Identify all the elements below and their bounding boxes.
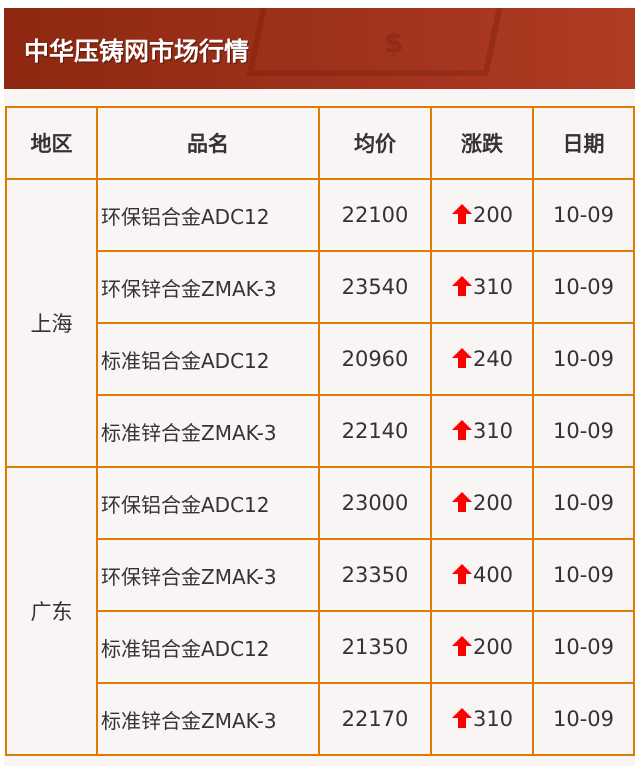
table-row: 标准锌合金ZMAK-3 22140 310 10-09 <box>6 394 635 468</box>
date-cell: 10-09 <box>532 394 635 468</box>
average-price: 23000 <box>318 466 432 540</box>
up-arrow-icon <box>451 276 472 296</box>
date-cell: 10-09 <box>532 322 635 396</box>
average-price: 20960 <box>318 322 432 396</box>
price-table: 地区 品名 均价 涨跌 日期 上海 环保铝合金ADC12 22100 200 10-09… <box>5 106 635 756</box>
change-cell: 400 <box>430 538 534 612</box>
product-name: 标准锌合金ZMAK-3 <box>96 682 320 756</box>
up-arrow-icon <box>451 492 472 512</box>
change-cell: 310 <box>430 394 534 468</box>
average-price: 22170 <box>318 682 432 756</box>
region-cell: 上海 <box>5 178 98 468</box>
product-name: 环保锌合金ZMAK-3 <box>96 250 320 324</box>
date-cell: 10-09 <box>532 682 635 756</box>
table-row: 标准锌合金ZMAK-3 22170 310 10-09 <box>6 682 635 756</box>
table-row: 广东 环保铝合金ADC12 23000 200 10-09 <box>5 466 635 756</box>
change-value: 310 <box>472 419 514 443</box>
table-row: 环保锌合金ZMAK-3 23540 310 10-09 <box>6 250 635 324</box>
up-arrow-icon <box>451 708 472 728</box>
up-arrow-icon <box>451 564 472 584</box>
change-cell: 200 <box>430 178 534 252</box>
average-price: 23350 <box>318 538 432 612</box>
product-name: 标准铝合金ADC12 <box>96 610 320 684</box>
change-value: 310 <box>472 275 514 299</box>
up-arrow-icon <box>451 636 472 656</box>
change-cell: 200 <box>430 610 534 684</box>
date-cell: 10-09 <box>532 466 635 540</box>
change-value: 200 <box>472 203 514 227</box>
product-name: 环保锌合金ZMAK-3 <box>96 538 320 612</box>
table-row: 标准铝合金ADC12 20960 240 10-09 <box>6 322 635 396</box>
banknote-decoration <box>246 8 504 76</box>
region-cell: 广东 <box>5 466 98 756</box>
change-value: 310 <box>472 707 514 731</box>
page-title: 中华压铸网市场行情 <box>24 37 250 66</box>
col-change: 涨跌 <box>430 106 534 180</box>
change-value: 200 <box>472 491 514 515</box>
up-arrow-icon <box>451 204 472 224</box>
change-value: 240 <box>472 347 514 371</box>
change-value: 400 <box>472 563 514 587</box>
product-name: 标准铝合金ADC12 <box>96 322 320 396</box>
header-banner: $ 中华压铸网市场行情 <box>4 8 635 89</box>
date-cell: 10-09 <box>532 610 635 684</box>
up-arrow-icon <box>451 348 472 368</box>
table-row: 上海 环保铝合金ADC12 22100 200 10-09 <box>5 178 635 468</box>
change-value: 200 <box>472 635 514 659</box>
col-region: 地区 <box>5 106 98 180</box>
date-cell: 10-09 <box>532 538 635 612</box>
date-cell: 10-09 <box>532 178 635 252</box>
average-price: 21350 <box>318 610 432 684</box>
col-name: 品名 <box>96 106 320 180</box>
product-name: 标准锌合金ZMAK-3 <box>96 394 320 468</box>
product-name: 环保铝合金ADC12 <box>96 466 320 540</box>
col-date: 日期 <box>532 106 635 180</box>
date-cell: 10-09 <box>532 250 635 324</box>
change-cell: 240 <box>430 322 534 396</box>
table-row: 环保锌合金ZMAK-3 23350 400 10-09 <box>6 538 635 612</box>
up-arrow-icon <box>451 420 472 440</box>
change-cell: 310 <box>430 682 534 756</box>
table-row: 标准铝合金ADC12 21350 200 10-09 <box>6 610 635 684</box>
average-price: 23540 <box>318 250 432 324</box>
change-cell: 310 <box>430 250 534 324</box>
dollar-icon: $ <box>384 26 404 59</box>
col-price: 均价 <box>318 106 432 180</box>
product-name: 环保铝合金ADC12 <box>96 178 320 252</box>
table-header-row: 地区 品名 均价 涨跌 日期 <box>5 106 635 180</box>
change-cell: 200 <box>430 466 534 540</box>
average-price: 22140 <box>318 394 432 468</box>
average-price: 22100 <box>318 178 432 252</box>
